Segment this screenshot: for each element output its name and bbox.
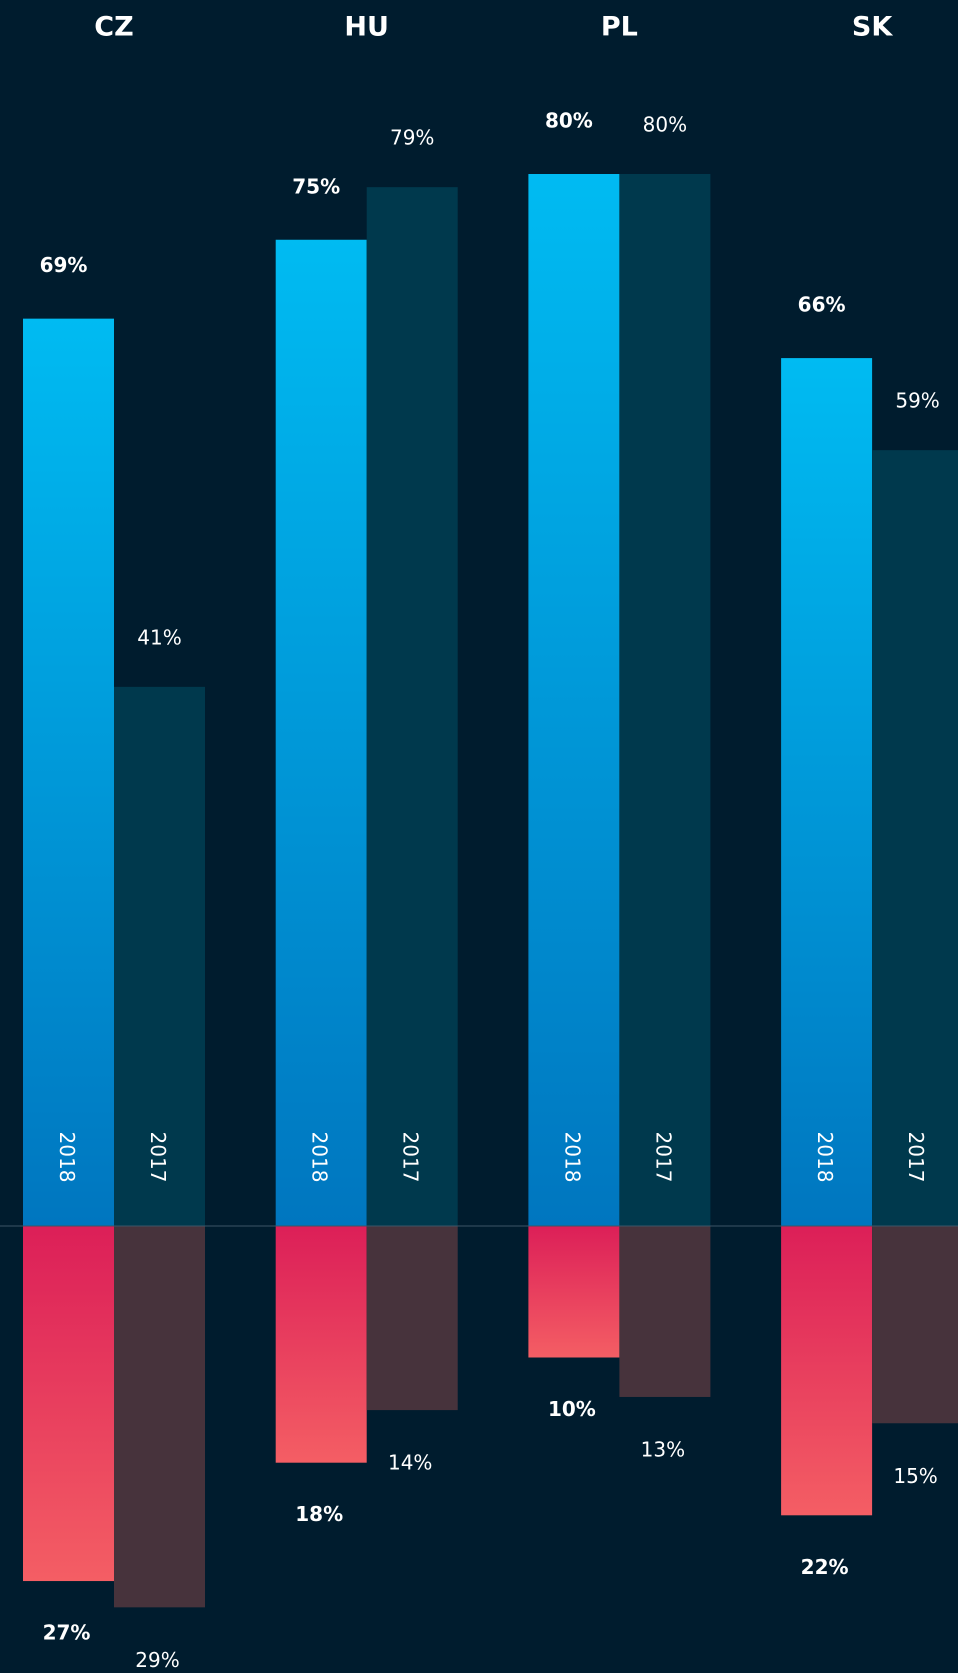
bar [114, 686, 205, 1226]
bar [872, 450, 958, 1226]
value-label: 59% [895, 389, 939, 413]
value-label: 29% [135, 1648, 179, 1672]
bar [366, 187, 458, 1226]
value-label: 22% [801, 1555, 849, 1579]
bar [275, 239, 367, 1226]
category-label: CZ [94, 12, 133, 43]
value-label: 80% [643, 113, 687, 137]
category-label: SK [852, 12, 893, 43]
value-label: 10% [548, 1397, 596, 1421]
year-label: 2017 [651, 1132, 675, 1183]
value-label: 80% [545, 109, 593, 133]
year-label: 2017 [146, 1132, 170, 1183]
year-label: 2018 [813, 1132, 837, 1183]
year-label: 2018 [308, 1132, 332, 1183]
value-label: 41% [137, 625, 181, 649]
category-label: HU [344, 12, 389, 43]
value-label: 18% [295, 1502, 343, 1526]
negative-bar [23, 1226, 114, 1582]
negative-bar [275, 1226, 367, 1463]
year-label: 2018 [560, 1132, 584, 1183]
negative-bar [528, 1226, 620, 1358]
value-label: 66% [798, 293, 846, 317]
bar [528, 174, 620, 1226]
value-label: 69% [40, 253, 88, 277]
category-label: PL [601, 12, 638, 43]
year-label: 2017 [904, 1132, 928, 1183]
year-label: 2017 [399, 1132, 423, 1183]
bar [23, 318, 114, 1226]
value-label: 79% [390, 126, 434, 150]
bar [619, 174, 711, 1226]
value-label: 15% [893, 1464, 937, 1488]
bar [781, 358, 873, 1227]
value-label: 75% [292, 174, 340, 198]
value-label: 13% [641, 1437, 685, 1461]
negative-bar [872, 1226, 958, 1424]
negative-bar [781, 1226, 873, 1516]
negative-bar [366, 1226, 458, 1411]
value-label: 14% [388, 1451, 432, 1475]
value-label: 27% [43, 1621, 91, 1645]
negative-bar [619, 1226, 711, 1397]
negative-bar [114, 1226, 205, 1608]
year-label: 2018 [55, 1132, 79, 1183]
